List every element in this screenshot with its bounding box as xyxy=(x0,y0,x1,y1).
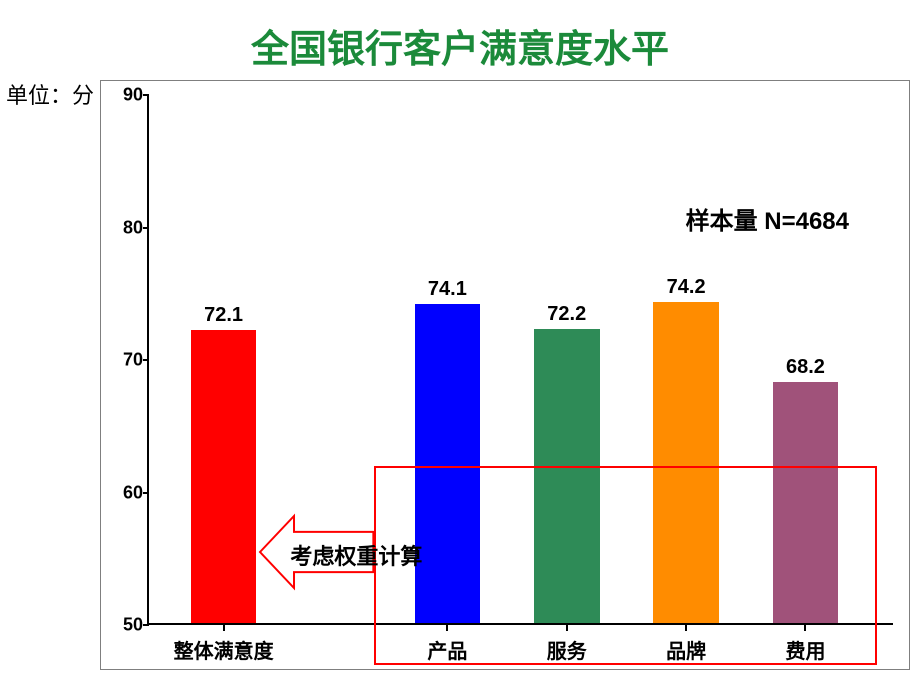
bar-value-label: 68.2 xyxy=(786,356,825,379)
y-tick-mark xyxy=(143,624,149,626)
unit-label: 单位：分 xyxy=(6,78,94,110)
bar-value-label: 72.2 xyxy=(547,303,586,326)
arrow-annotation-text: 考虑权重计算 xyxy=(290,539,422,571)
y-tick-label: 90 xyxy=(107,85,143,106)
x-category-label: 整体满意度 xyxy=(174,635,274,664)
page-title: 全国银行客户满意度水平 xyxy=(0,18,920,73)
chart-container: 506070809072.1整体满意度74.1产品72.2服务74.2品牌68.… xyxy=(100,80,910,670)
y-tick-mark xyxy=(143,227,149,229)
y-tick-mark xyxy=(143,359,149,361)
sample-size-note: 样本量 N=4684 xyxy=(686,201,849,236)
y-tick-label: 50 xyxy=(107,615,143,636)
y-tick-label: 70 xyxy=(107,350,143,371)
grouping-box xyxy=(374,466,878,665)
bar-value-label: 74.2 xyxy=(667,276,706,299)
bar xyxy=(191,330,257,623)
y-tick-mark xyxy=(143,492,149,494)
y-tick-mark xyxy=(143,94,149,96)
y-tick-label: 60 xyxy=(107,482,143,503)
bar-value-label: 72.1 xyxy=(204,304,243,327)
bar-value-label: 74.1 xyxy=(428,278,467,301)
y-tick-label: 80 xyxy=(107,217,143,238)
x-tick-mark xyxy=(223,625,225,631)
